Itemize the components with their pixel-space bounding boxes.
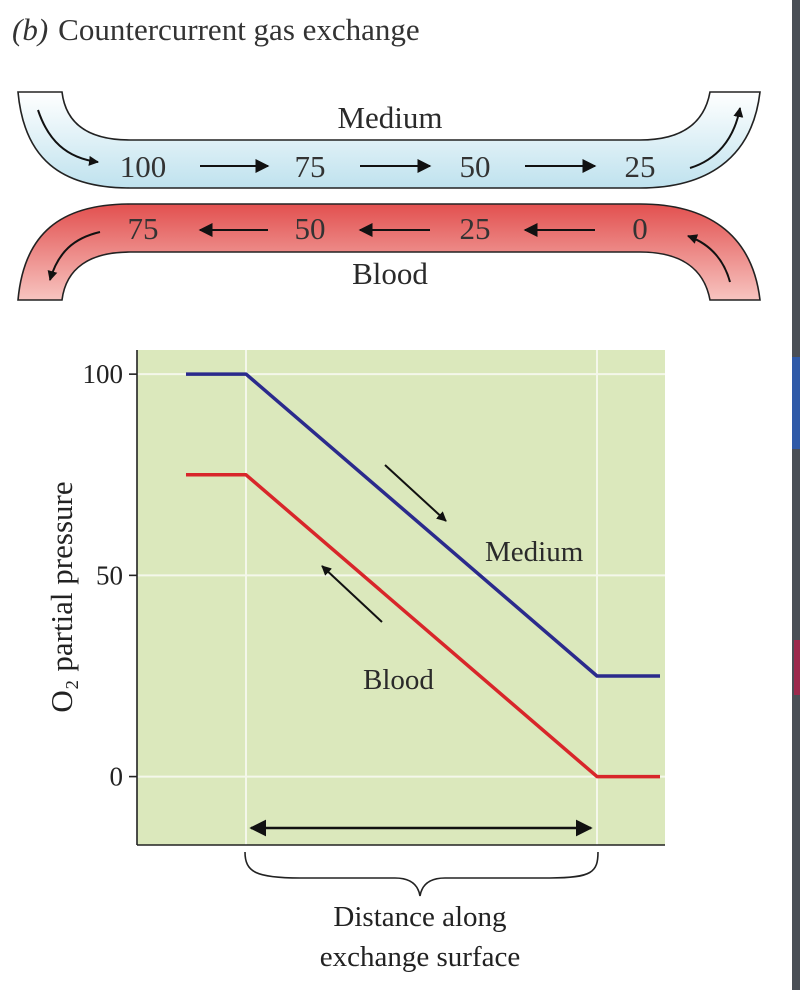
blood-value-2: 50 <box>295 211 326 246</box>
blood-value-4: 0 <box>632 211 648 246</box>
medium-channel-label: Medium <box>337 100 442 135</box>
y-ticks: 100 50 0 <box>83 359 137 792</box>
blood-channel-label: Blood <box>352 256 428 291</box>
medium-inflow-arrow <box>37 109 99 166</box>
series-line-medium <box>186 372 660 678</box>
y-tick-label-1: 50 <box>96 560 123 590</box>
blood-channel: 75 50 25 0 Blood <box>17 203 761 301</box>
medium-outflow-arrow <box>689 107 744 169</box>
blood-direction-arrow <box>321 565 383 623</box>
medium-line-label: Medium <box>485 536 584 568</box>
y-tick-label-2: 0 <box>110 762 124 792</box>
window-edge-accent <box>792 357 800 449</box>
title-text: Countercurrent gas exchange <box>58 12 420 47</box>
blood-outflow-arrow <box>47 231 101 281</box>
series-group <box>185 372 661 779</box>
medium-value-3: 50 <box>460 149 491 184</box>
plot-background <box>137 350 665 845</box>
series-line-blood <box>186 473 660 779</box>
y-tick-label-0: 100 <box>83 359 124 389</box>
window-edge <box>792 0 800 990</box>
medium-channel: Medium 100 75 50 25 <box>17 91 761 189</box>
exchange-brace <box>244 851 599 897</box>
medium-value-4: 25 <box>625 149 656 184</box>
blood-value-3: 25 <box>460 211 491 246</box>
figure-title: (b) Countercurrent gas exchange <box>12 12 420 47</box>
title-letter: (b) <box>12 12 48 47</box>
window-edge-accent-red <box>794 640 800 695</box>
x-axis-label-line2: exchange surface <box>320 941 520 973</box>
blood-line-label: Blood <box>363 664 434 696</box>
y-axis-label: O₂ partial pressure <box>44 481 79 712</box>
medium-value-1: 100 <box>120 149 167 184</box>
blood-inflow-arrow <box>687 234 731 283</box>
medium-direction-arrow <box>384 464 447 522</box>
blood-value-1: 75 <box>128 211 159 246</box>
x-axis-label-line1: Distance along <box>333 901 506 933</box>
medium-value-2: 75 <box>295 149 326 184</box>
